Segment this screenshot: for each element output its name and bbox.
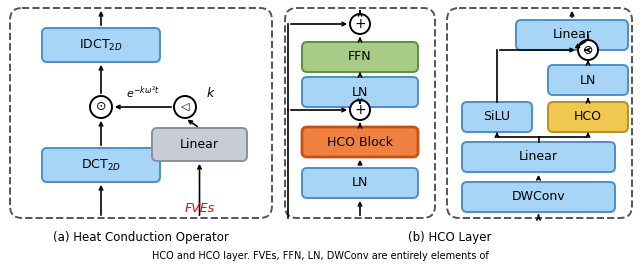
- Text: Linear: Linear: [180, 138, 219, 151]
- Text: (b) HCO Layer: (b) HCO Layer: [408, 231, 492, 245]
- FancyBboxPatch shape: [516, 20, 628, 50]
- Text: IDCT$_{2D}$: IDCT$_{2D}$: [79, 37, 123, 53]
- Text: FFN: FFN: [348, 50, 372, 64]
- FancyBboxPatch shape: [302, 42, 418, 72]
- Text: ⊙: ⊙: [96, 100, 106, 113]
- Circle shape: [350, 100, 370, 120]
- Text: +: +: [354, 103, 366, 117]
- FancyBboxPatch shape: [42, 148, 160, 182]
- Text: DWConv: DWConv: [512, 190, 565, 203]
- Text: LN: LN: [352, 85, 368, 99]
- Circle shape: [578, 40, 598, 60]
- Circle shape: [350, 14, 370, 34]
- Text: ⊙: ⊙: [583, 44, 593, 57]
- Text: FVEs: FVEs: [184, 202, 214, 214]
- Text: LN: LN: [580, 73, 596, 87]
- Circle shape: [174, 96, 196, 118]
- Text: DCT$_{2D}$: DCT$_{2D}$: [81, 158, 121, 172]
- FancyBboxPatch shape: [548, 102, 628, 132]
- FancyBboxPatch shape: [548, 65, 628, 95]
- FancyBboxPatch shape: [302, 77, 418, 107]
- Text: HCO: HCO: [574, 111, 602, 124]
- Circle shape: [90, 96, 112, 118]
- FancyBboxPatch shape: [152, 128, 247, 161]
- Text: LN: LN: [352, 176, 368, 190]
- Text: Linear: Linear: [519, 151, 558, 163]
- Text: $k$: $k$: [206, 86, 216, 100]
- FancyBboxPatch shape: [302, 127, 418, 157]
- FancyBboxPatch shape: [302, 168, 418, 198]
- Text: HCO Block: HCO Block: [327, 135, 393, 148]
- FancyBboxPatch shape: [42, 28, 160, 62]
- Text: HCO and HCO layer. FVEs, FFN, LN, DWConv are entirely elements of: HCO and HCO layer. FVEs, FFN, LN, DWConv…: [152, 251, 488, 261]
- FancyBboxPatch shape: [462, 182, 615, 212]
- Text: +: +: [354, 17, 366, 31]
- Text: Linear: Linear: [552, 29, 591, 41]
- Text: SiLU: SiLU: [483, 111, 511, 124]
- Text: $e^{-k\omega^2 t}$: $e^{-k\omega^2 t}$: [126, 85, 160, 100]
- Text: (a) Heat Conduction Operator: (a) Heat Conduction Operator: [53, 231, 229, 245]
- FancyBboxPatch shape: [462, 102, 532, 132]
- FancyBboxPatch shape: [462, 142, 615, 172]
- Text: ◁: ◁: [180, 102, 189, 112]
